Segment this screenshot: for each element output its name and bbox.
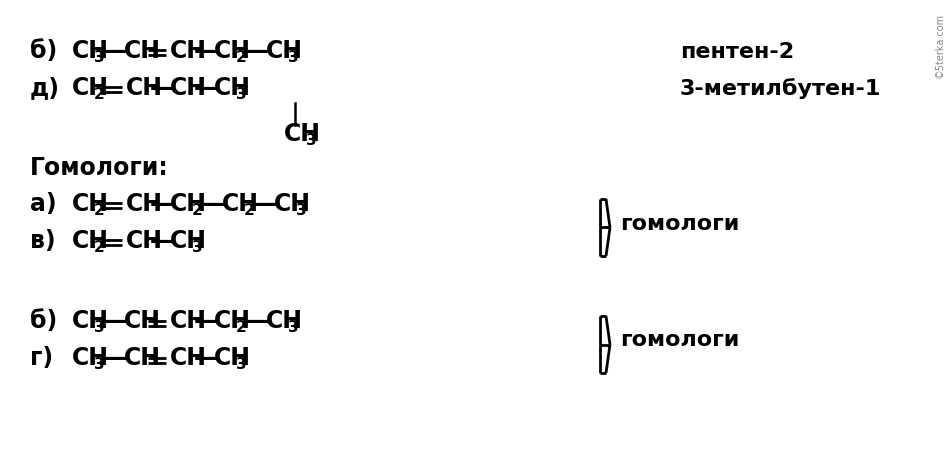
Text: CH: CH [214, 39, 251, 63]
Text: —: — [150, 76, 173, 100]
Text: 2: 2 [94, 87, 105, 102]
Text: CH: CH [170, 309, 207, 333]
Text: CH: CH [72, 229, 109, 253]
Text: —: — [104, 39, 128, 63]
Text: —: — [194, 39, 218, 63]
Text: 2: 2 [94, 240, 105, 255]
Text: —: — [194, 346, 218, 370]
Text: CH: CH [170, 346, 207, 370]
Text: CH: CH [274, 192, 311, 216]
Text: CH: CH [124, 309, 161, 333]
Text: 3: 3 [192, 240, 203, 255]
Text: 3: 3 [94, 50, 105, 65]
Text: 2: 2 [236, 320, 247, 335]
Text: CH: CH [266, 309, 303, 333]
Text: CH: CH [124, 346, 161, 370]
Text: —: — [150, 192, 173, 216]
Text: 3: 3 [236, 357, 247, 372]
Text: —: — [246, 309, 269, 333]
Text: 3: 3 [288, 50, 299, 65]
Text: 3: 3 [94, 357, 105, 372]
Text: —: — [254, 192, 278, 216]
Text: б): б) [30, 309, 57, 333]
Text: 2: 2 [94, 203, 105, 218]
Text: CH: CH [222, 192, 259, 216]
Text: CH: CH [170, 192, 207, 216]
Text: —: — [246, 39, 269, 63]
Text: 2: 2 [244, 203, 255, 218]
Text: CH: CH [170, 76, 207, 100]
Text: ©5terka.com: ©5terka.com [935, 13, 945, 78]
Text: гомологи: гомологи [620, 331, 740, 350]
Text: 2: 2 [192, 203, 203, 218]
Text: CH: CH [72, 346, 109, 370]
Text: CH: CH [72, 309, 109, 333]
Text: д): д) [30, 76, 60, 100]
Text: 3: 3 [296, 203, 307, 218]
Text: CH: CH [170, 39, 207, 63]
Text: —: — [202, 192, 226, 216]
Text: CH: CH [214, 346, 251, 370]
Text: CH: CH [266, 39, 303, 63]
Text: CH: CH [72, 39, 109, 63]
Text: CH: CH [126, 192, 163, 216]
Text: б): б) [30, 39, 57, 63]
Text: CH: CH [214, 76, 251, 100]
Text: CH: CH [214, 309, 251, 333]
Text: 3: 3 [306, 133, 317, 148]
Text: CH: CH [170, 229, 207, 253]
Text: CH: CH [126, 76, 163, 100]
Text: —: — [194, 309, 218, 333]
Text: 3: 3 [236, 87, 247, 102]
Text: CH: CH [126, 229, 163, 253]
Text: —: — [104, 346, 128, 370]
Text: CH: CH [124, 39, 161, 63]
Text: CH: CH [284, 122, 321, 146]
Text: —: — [104, 309, 128, 333]
Text: Гомологи:: Гомологи: [30, 156, 169, 180]
Text: —: — [150, 229, 173, 253]
Text: 3: 3 [94, 320, 105, 335]
Text: гомологи: гомологи [620, 213, 740, 234]
Text: пентен-2: пентен-2 [680, 42, 794, 62]
Text: —: — [194, 76, 218, 100]
Text: 3-метилбутен-1: 3-метилбутен-1 [680, 78, 882, 99]
Text: а): а) [30, 192, 56, 216]
Text: г): г) [30, 346, 53, 370]
Text: 2: 2 [236, 50, 247, 65]
Text: CH: CH [72, 192, 109, 216]
Text: CH: CH [72, 76, 109, 100]
Text: 3: 3 [288, 320, 299, 335]
Text: в): в) [30, 229, 55, 253]
